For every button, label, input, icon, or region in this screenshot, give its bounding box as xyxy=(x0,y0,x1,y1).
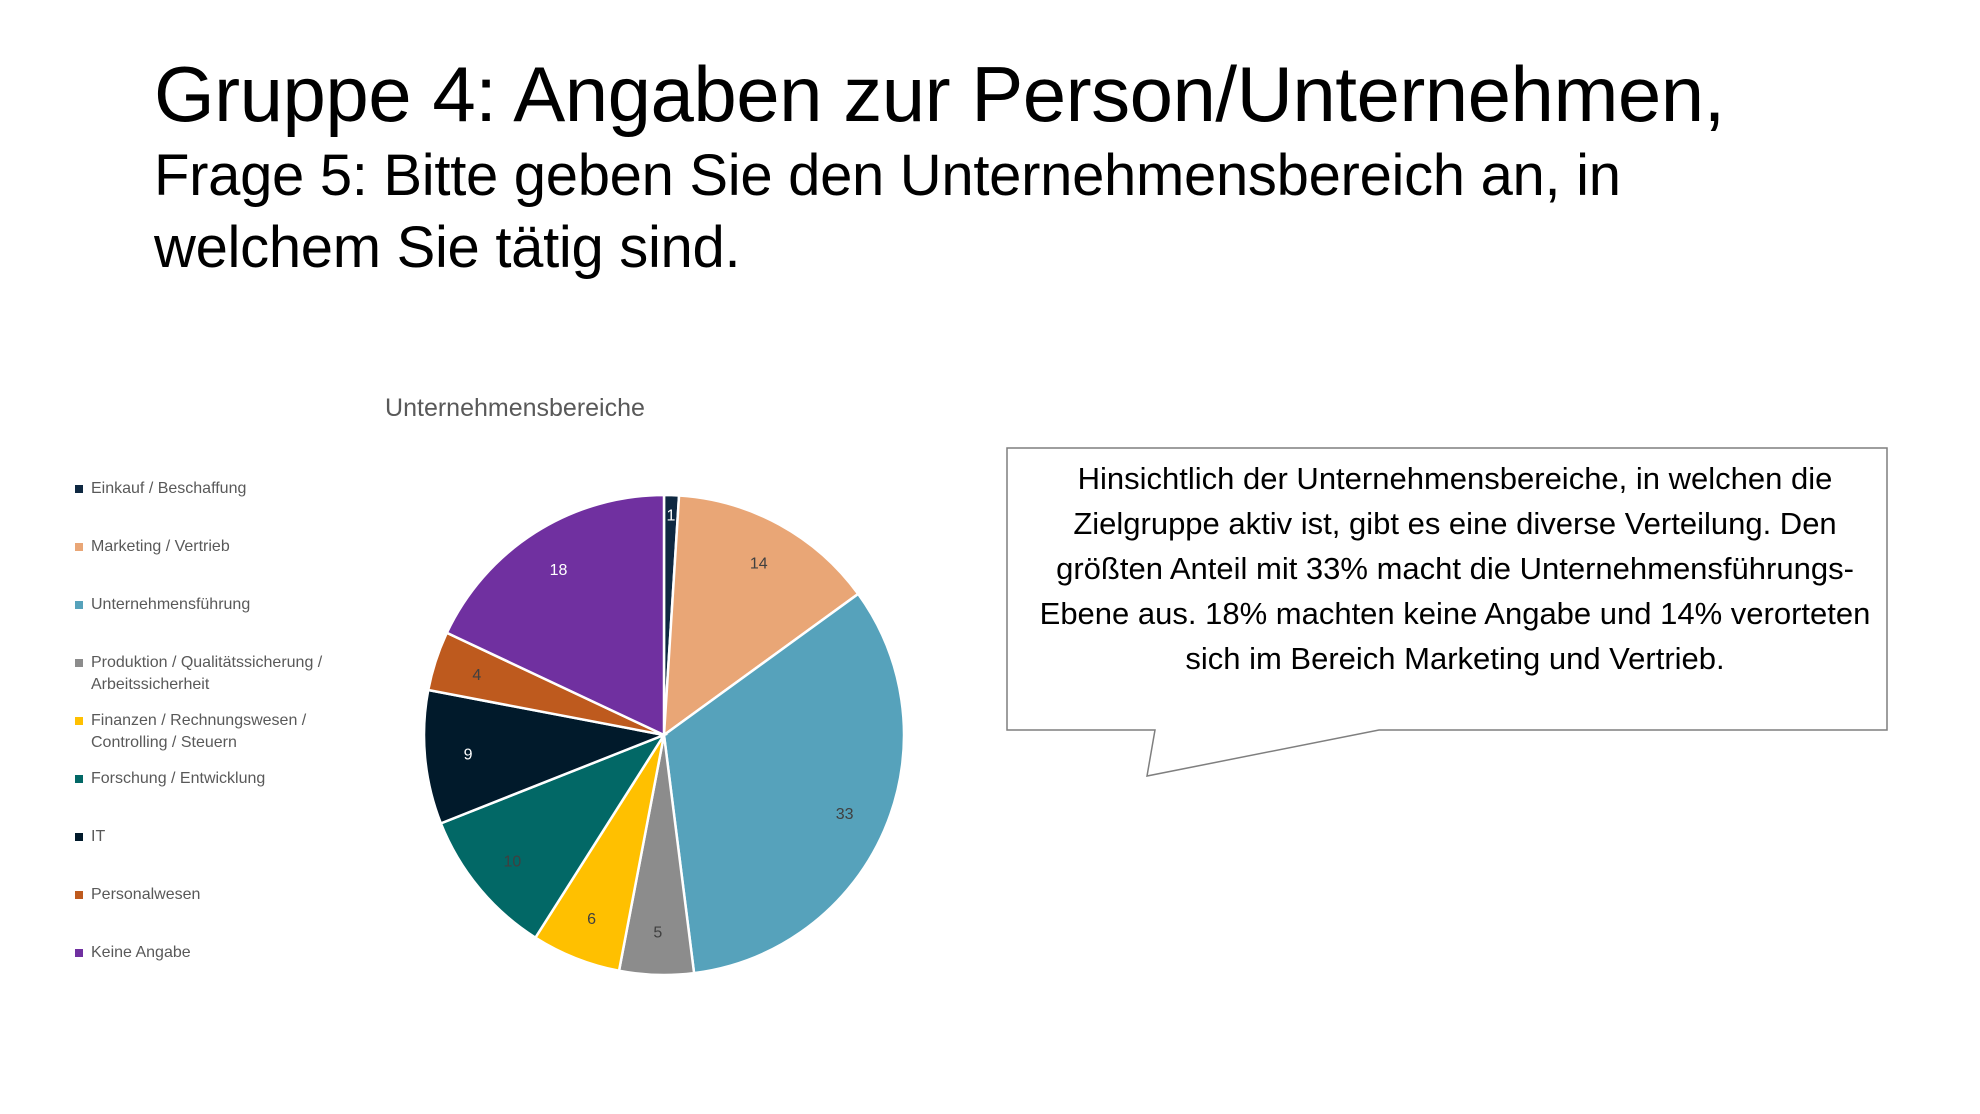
pie-slice xyxy=(533,734,666,973)
legend-item: Produktion / Qualitätssicherung / Arbeit… xyxy=(75,652,375,696)
legend-label: Unternehmensführung xyxy=(91,596,251,613)
legend-label: Produktion / Qualitätssicherung / Arbeit… xyxy=(91,654,323,693)
legend-label: IT xyxy=(91,828,106,845)
slice-value-label: 14 xyxy=(750,556,768,573)
legend-label: Einkauf / Beschaffung xyxy=(91,480,247,497)
legend-item: Unternehmensführung xyxy=(75,594,375,616)
slide-subtitle: Frage 5: Bitte geben Sie den Unternehmen… xyxy=(154,143,1621,280)
callout-text: Hinsichtlich der Unternehmensbereiche, i… xyxy=(1039,461,1871,676)
slide-title: Gruppe 4: Angaben zur Person/Unternehmen… xyxy=(154,50,1725,138)
chart-title: Unternehmensbereiche xyxy=(385,394,645,422)
legend-item: Marketing / Vertrieb xyxy=(75,536,375,558)
slice-value-label: 1 xyxy=(666,507,675,524)
legend-swatch xyxy=(75,717,83,725)
slice-value-label: 6 xyxy=(587,911,596,928)
legend-swatch xyxy=(75,659,83,667)
legend-item: Keine Angabe xyxy=(75,942,375,964)
slice-value-label: 9 xyxy=(464,747,473,764)
legend-swatch xyxy=(75,485,83,493)
legend-swatch xyxy=(75,949,83,957)
slice-value-label: 4 xyxy=(472,667,481,684)
legend-swatch xyxy=(75,543,83,551)
pie-slice xyxy=(662,493,681,736)
pie-slice xyxy=(426,631,665,737)
legend-label: Personalwesen xyxy=(91,886,201,903)
legend-item: IT xyxy=(75,826,375,848)
pie-slice xyxy=(617,734,696,977)
pie-slice xyxy=(662,592,906,975)
pie-slice xyxy=(422,688,669,825)
legend-swatch xyxy=(75,833,83,841)
pie-slice xyxy=(445,493,666,737)
legend-label: Finanzen / Rechnungswesen / Controlling … xyxy=(91,712,307,751)
legend-item: Finanzen / Rechnungswesen / Controlling … xyxy=(75,710,375,754)
pie-slice xyxy=(439,732,668,940)
slice-value-label: 33 xyxy=(836,806,854,823)
legend-swatch xyxy=(75,601,83,609)
legend-item: Einkauf / Beschaffung xyxy=(75,478,375,500)
slice-value-label: 10 xyxy=(503,853,521,870)
pie-slice xyxy=(662,494,860,738)
legend-label: Marketing / Vertrieb xyxy=(91,538,230,555)
legend-label: Keine Angabe xyxy=(91,944,191,961)
callout-box xyxy=(1006,447,1888,777)
legend-swatch xyxy=(75,891,83,899)
slice-value-label: 5 xyxy=(653,925,662,942)
slice-value-label: 18 xyxy=(550,562,568,579)
legend-item: Forschung / Entwicklung xyxy=(75,768,375,790)
legend-label: Forschung / Entwicklung xyxy=(91,770,266,787)
legend-swatch xyxy=(75,775,83,783)
legend-item: Personalwesen xyxy=(75,884,375,906)
